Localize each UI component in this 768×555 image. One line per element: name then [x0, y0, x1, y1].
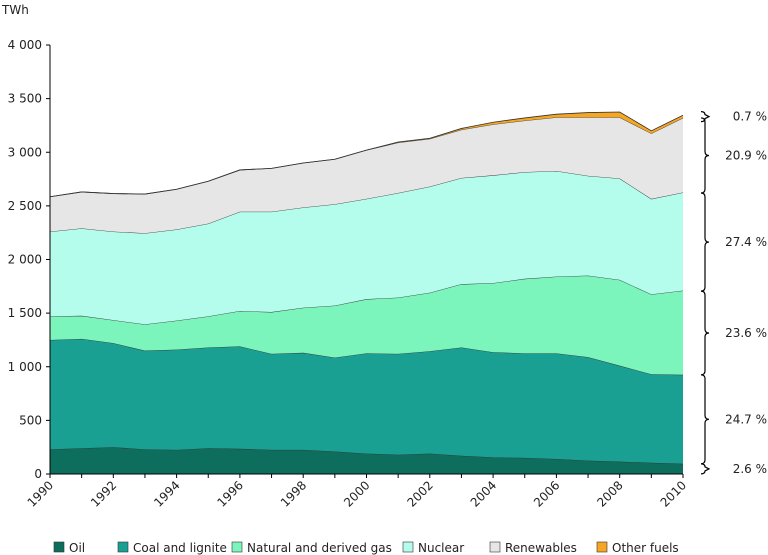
y-axis-unit-label: TWh: [1, 3, 29, 17]
stacked-areas: [49, 111, 684, 474]
y-tick-label: 500: [19, 413, 42, 427]
area-coal-and-lignite: [50, 338, 683, 464]
x-tick-label: 1996: [215, 478, 246, 509]
legend-label-oil: Oil: [69, 541, 85, 555]
x-tick-label: 2010: [658, 478, 689, 509]
x-tick-label: 2002: [404, 478, 435, 509]
legend-swatch-renewables: [489, 541, 501, 553]
share-label: 24.7 %: [725, 412, 767, 426]
legend-label-coal-and-lignite: Coal and lignite: [133, 541, 227, 555]
share-label: 0.7 %: [733, 110, 767, 124]
share-brace: [700, 463, 711, 475]
y-tick-label: 2 000: [8, 253, 42, 267]
x-tick-label: 1994: [151, 478, 182, 509]
area-renewables: [50, 117, 683, 234]
area-edge-coal-and-lignite: [49, 338, 684, 376]
legend: Oil Coal and lignite Natural and derived g…: [53, 541, 679, 555]
y-tick-label: 0: [34, 467, 42, 481]
share-brace: [700, 110, 711, 123]
area-edge-other-fuels: [49, 111, 684, 198]
x-tick-label: 1998: [278, 478, 309, 509]
share-label: 20.9 %: [725, 148, 767, 162]
share-brace: [700, 117, 710, 194]
y-tick-label: 1 000: [8, 360, 42, 374]
x-tick-label: 2004: [468, 478, 499, 509]
x-tick-label: 2006: [531, 478, 562, 509]
share-brace: [700, 374, 710, 465]
share-label: 23.6 %: [725, 326, 767, 340]
legend-swatch-coal-and-lignite: [117, 541, 129, 553]
x-tick-label: 2008: [594, 478, 625, 509]
area-natural-and-derived-gas: [50, 275, 683, 375]
y-tick-label: 1 500: [8, 306, 42, 320]
legend-swatch-nuclear: [402, 541, 414, 553]
share-brace: [700, 290, 710, 376]
legend-swatch-other-fuels: [596, 541, 608, 553]
legend-label-nuclear: Nuclear: [418, 541, 464, 555]
area-edge-nuclear: [49, 170, 684, 234]
y-tick-label: 4 000: [8, 38, 42, 52]
legend-swatch-oil: [53, 541, 65, 553]
y-axis-ticks: 0 500 1 000 1 500 2 000 2 500 3 000 3 500 4 000: [8, 38, 50, 481]
legend-label-other-fuels: Other fuels: [612, 541, 679, 555]
share-label: 27.4 %: [725, 235, 767, 249]
legend-label-natural-and-derived-gas: Natural and derived gas: [247, 541, 392, 555]
share-brace: [700, 192, 710, 292]
y-tick-label: 2 500: [8, 199, 42, 213]
y-tick-label: 3 500: [8, 92, 42, 106]
x-axis-ticks: 1990 1992 1994 1996 1998 2000 2002 2004 2006 2008…: [25, 474, 689, 510]
y-tick-label: 3 000: [8, 145, 42, 159]
x-tick-label: 1990: [25, 478, 56, 509]
x-tick-label: 1992: [88, 478, 119, 509]
legend-label-renewables: Renewables: [505, 541, 577, 555]
share-label: 2.6 %: [733, 462, 767, 476]
area-nuclear: [50, 171, 683, 325]
area-oil: [50, 447, 683, 474]
share-annotations: 0.7 % 20.9 % 27.4 % 23.6 % 24.7 % 2.6 %: [700, 110, 767, 476]
x-tick-label: 2000: [341, 478, 372, 509]
legend-swatch-natural-and-derived-gas: [231, 541, 243, 553]
